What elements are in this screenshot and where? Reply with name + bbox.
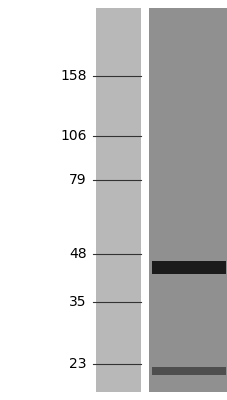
Text: 23: 23 [69,357,86,371]
Bar [151,367,225,374]
Bar [151,261,225,274]
Bar [95,8,141,392]
Text: 35: 35 [69,294,86,308]
Bar [149,8,227,392]
Text: 106: 106 [60,129,86,143]
Text: 158: 158 [60,69,86,83]
Bar [141,8,149,392]
Text: 48: 48 [69,247,86,261]
Text: 79: 79 [69,173,86,187]
